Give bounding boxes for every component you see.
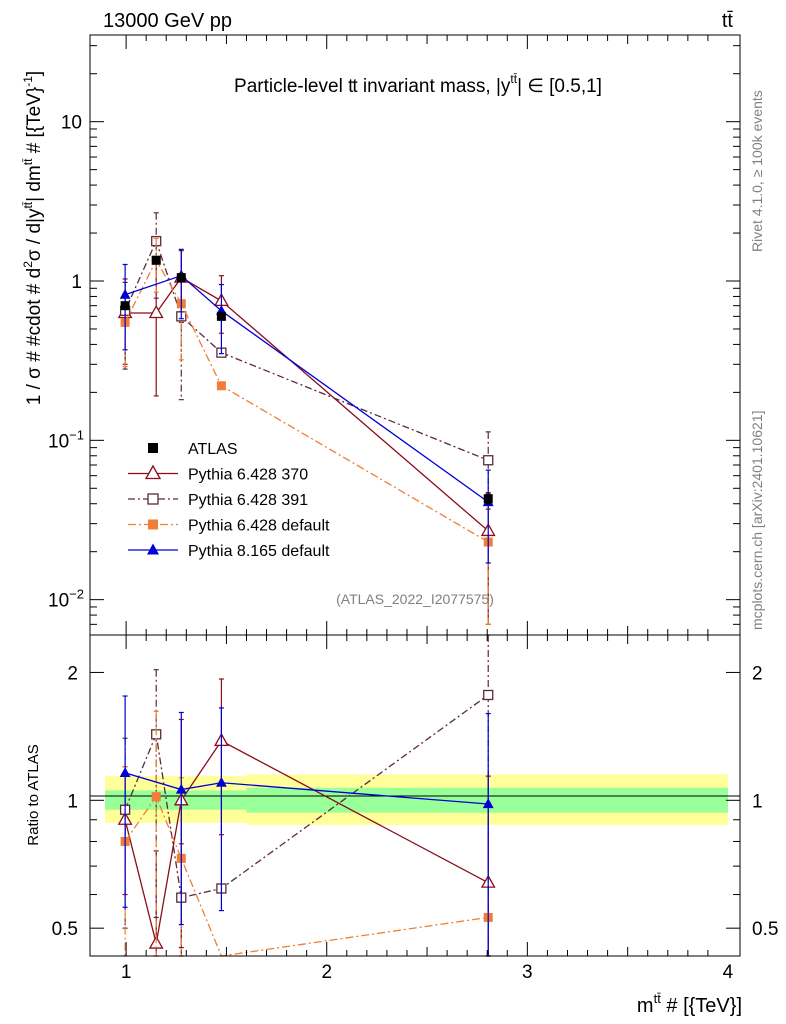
legend-marker [147,543,159,555]
x-tick-label: 4 [723,962,734,983]
main-data-point [483,455,494,466]
energy-label: 13000 GeV pp [103,10,232,32]
main-series-4 [119,248,494,564]
ratio-series-2 [120,710,493,957]
ratio-frame [89,634,741,957]
main-series-1 [117,250,496,625]
main-series-line [124,274,489,503]
legend-item: ATLAS [148,441,238,458]
main-series-3 [120,237,493,625]
legend-item: Pythia 6.428 370 [128,464,308,484]
stat-uncertainty-band [105,790,247,810]
ratio-uncertainty-bands [105,774,728,825]
ratio-data-point [216,776,227,787]
ratio-panel: 2 2 1 1 0.5 0.5 1 2 3 4 Ratio to ATLAS mtt̄ # [{T… [25,634,778,1017]
ratio-y-axis-label: Ratio to ATLAS [25,744,42,845]
main-data-point [216,311,226,321]
legend-marker [147,493,159,505]
ratio-data-point [483,689,494,701]
ratio-y-tick-label-right: 2 [752,663,763,684]
main-y-axis-label: 1 / σ # #cdot # d2σ / d|ytt̄| dmtt̄ # [{… [21,71,45,405]
legend-label: Pythia 6.428 default [188,518,330,535]
analysis-watermark: (ATLAS_2022_I2077575) [336,591,494,607]
mcplots-label: mcplots.cern.ch [arXiv:2401.10621] [749,411,765,630]
main-data-point [216,381,226,391]
main-data-point [119,288,131,299]
ratio-y-tick-label: 0.5 [52,919,78,940]
legend-marker [144,464,162,480]
legend-label: Pythia 8.165 default [188,543,330,560]
ratio-y-tick-label: 2 [67,663,78,684]
y-tick-label: 10 [61,113,82,134]
ratio-series-layer [117,634,496,957]
legend-marker [148,443,158,453]
ratio-data-point [175,783,187,794]
main-data-point [120,301,130,311]
rivet-version-label: Rivet 4.1.0, ≥ 100k events [749,90,765,252]
main-title: Particle-level tt invariant mass, |ytt̄|… [234,72,602,97]
y-tick-label: 10−1 [48,427,84,452]
ratio-y-tick-label: 1 [67,791,78,812]
y-tick-label: 1 [71,272,82,293]
legend: ATLAS Pythia 6.428 370 Pythia 6.428 391 Pyt… [128,441,330,560]
x-axis-label: mtt̄ # [{TeV}] [637,991,742,1017]
legend-label: ATLAS [188,441,238,458]
main-data-point [483,494,493,504]
legend-item: Pythia 8.165 default [128,543,330,560]
ratio-y-tick-label-right: 0.5 [752,919,778,940]
ratio-data-point [151,792,161,802]
legend-item: Pythia 6.428 default [128,518,330,535]
main-data-point [176,273,186,283]
main-data-point [151,255,161,265]
main-data-point [148,304,164,319]
x-tick-label: 3 [522,962,533,983]
main-axis-ticks: 10 1 10−1 10−2 [48,35,740,636]
legend-label: Pythia 6.428 391 [188,492,308,509]
ratio-series-line [124,740,489,944]
ratio-data-point [482,798,494,809]
ratio-series-line [124,772,489,805]
legend-label: Pythia 6.428 370 [188,467,308,484]
process-label: tt̄ [722,10,734,32]
x-tick-label: 1 [121,962,132,983]
ratio-axis-ticks: 2 2 1 1 0.5 0.5 1 2 3 4 [52,635,778,983]
ratio-series-line [124,795,489,957]
legend-item: Pythia 6.428 391 [128,492,308,509]
main-series-0 [120,255,493,505]
x-tick-label: 2 [321,962,332,983]
main-series-layer [117,212,496,625]
main-panel: 10 1 10−1 10−2 Particle-level tt invariant … [21,34,741,636]
ratio-data-point [119,767,131,777]
ratio-series-3 [119,695,494,957]
legend-marker [148,519,158,530]
ratio-y-tick-label-right: 1 [752,791,763,812]
y-tick-label: 10−2 [48,587,84,612]
